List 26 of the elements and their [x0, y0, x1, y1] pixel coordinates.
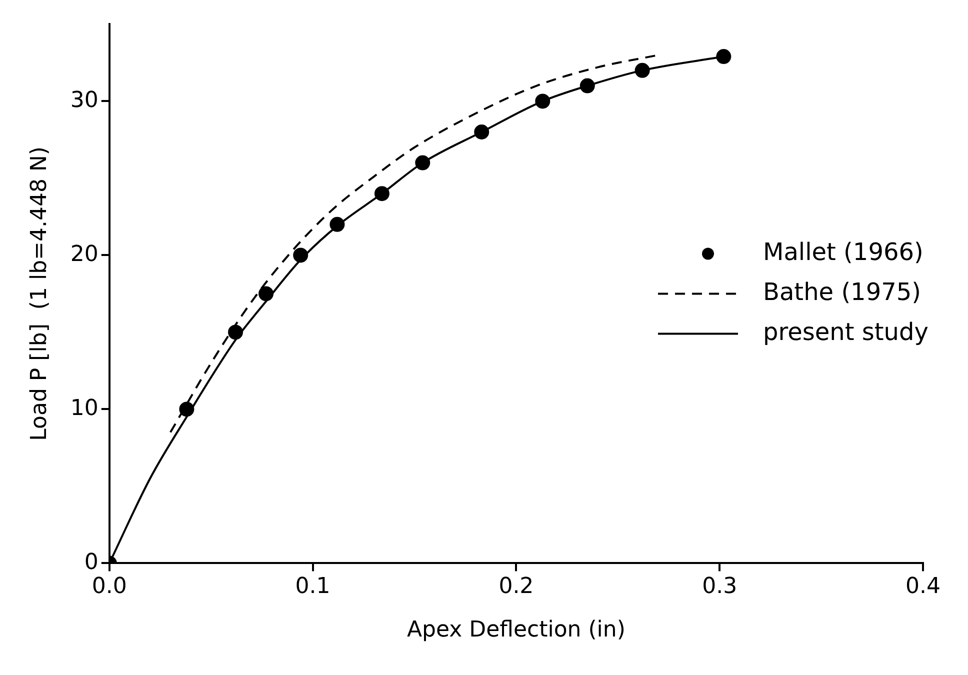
point — [474, 124, 490, 140]
x-axis-title: Apex Deflection (in) — [406, 618, 626, 643]
point — [415, 155, 430, 170]
point — [374, 186, 390, 202]
y-axis-title: Load P [lb] (1 lb=4.448 N) — [26, 146, 52, 441]
y-tick-label: 30 — [70, 88, 98, 113]
point — [228, 324, 244, 340]
point — [580, 78, 595, 94]
point — [258, 286, 274, 302]
point — [179, 402, 194, 417]
legend-label: present study — [763, 318, 928, 346]
point — [535, 94, 550, 109]
x-tick-label: 0.0 — [92, 574, 127, 600]
point — [293, 248, 308, 263]
x-tick-label: 0.2 — [498, 574, 534, 600]
y-tick-label: 0 — [84, 550, 98, 575]
y-tick-label: 20 — [70, 242, 98, 267]
point — [716, 49, 732, 64]
point — [330, 216, 345, 232]
legend-label: Mallet (1966) — [763, 238, 924, 266]
x-tick-label: 0.4 — [906, 574, 940, 600]
x-tick-label: 0.1 — [295, 574, 330, 600]
y-tick-label: 10 — [70, 396, 98, 421]
x-tick-label: 0.3 — [702, 574, 738, 600]
legend-label: Bathe (1975) — [763, 278, 921, 306]
point — [634, 62, 650, 78]
